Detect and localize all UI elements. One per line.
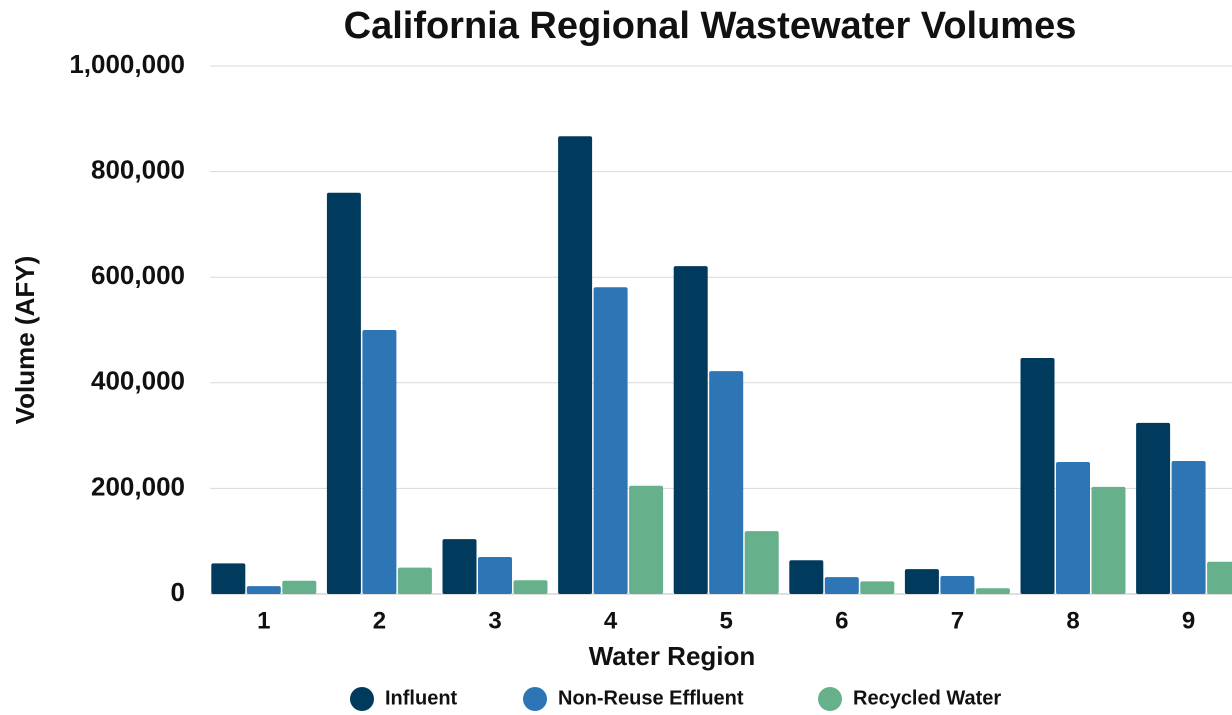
x-tick-label: 8 (1066, 607, 1079, 634)
bar (975, 588, 1010, 594)
legend-marker (818, 687, 842, 711)
bar (282, 580, 317, 594)
x-tick-label: 2 (373, 607, 386, 634)
bar (593, 287, 628, 594)
y-tick-label: 0 (171, 577, 185, 607)
y-tick-label: 1,000,000 (69, 49, 185, 79)
bar (397, 567, 432, 594)
bar (326, 192, 361, 594)
bar (673, 266, 708, 594)
bar (1207, 561, 1232, 594)
x-tick-label: 4 (604, 607, 618, 634)
legend-label: Recycled Water (853, 687, 1001, 709)
legend-marker (350, 687, 374, 711)
x-tick-label: 3 (488, 607, 501, 634)
bar (709, 371, 744, 594)
bar (629, 485, 664, 594)
legend-label: Influent (385, 687, 458, 709)
bar (1171, 460, 1206, 594)
bar (211, 563, 246, 594)
bar (1091, 486, 1126, 594)
chart-title: California Regional Wastewater Volumes (344, 5, 1077, 47)
bar (860, 581, 895, 594)
x-tick-label: 9 (1182, 607, 1195, 634)
x-tick-label: 6 (835, 607, 848, 634)
x-tick-label: 1 (257, 607, 270, 634)
bar (362, 330, 397, 594)
bar (904, 569, 939, 594)
bar (478, 557, 512, 594)
y-tick-label: 600,000 (91, 260, 185, 290)
x-axis-label: Water Region (589, 641, 756, 671)
bar (246, 586, 281, 594)
bar (940, 576, 975, 594)
y-axis-label: Volume (AFY) (10, 256, 40, 425)
bar (1056, 462, 1090, 594)
legend-marker (523, 687, 547, 711)
bar (1136, 422, 1171, 594)
bar (744, 531, 779, 594)
bar (1020, 357, 1055, 594)
bar (824, 577, 859, 594)
bar (558, 136, 593, 594)
bar (513, 580, 548, 594)
bar (442, 539, 477, 594)
legend-label: Non-Reuse Effluent (558, 687, 744, 709)
y-tick-label: 200,000 (91, 471, 185, 501)
x-tick-label: 7 (951, 607, 964, 634)
y-tick-label: 400,000 (91, 366, 185, 396)
y-tick-label: 800,000 (91, 154, 185, 184)
bar (789, 560, 824, 594)
x-tick-label: 5 (720, 607, 733, 634)
